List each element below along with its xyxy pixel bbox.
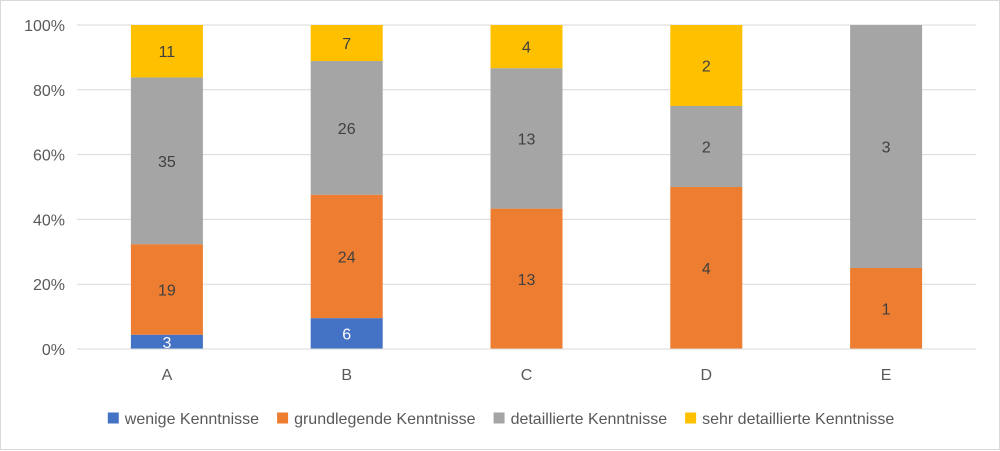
legend-label: sehr detaillierte Kenntnisse [702,411,894,428]
data-label: 7 [342,36,351,53]
data-label: 4 [522,40,531,57]
bar-segment [670,25,743,106]
data-label: 19 [158,282,176,299]
bar-segment [130,244,203,335]
bar-segment [310,61,383,195]
y-tick-label: 60% [33,148,65,165]
data-label: 13 [518,131,536,148]
bar-segment [130,334,203,349]
bars-layer [130,25,923,349]
bar-segment [310,318,383,349]
data-label: 13 [518,272,536,289]
bar-segment [670,106,743,187]
bar-segment [490,208,563,349]
legend-label: wenige Kenntnisse [124,411,259,428]
bar-segment [130,77,203,245]
x-tick-label: A [162,367,173,384]
bar-segment [670,187,743,349]
bar-segment [490,25,563,69]
y-tick-label: 20% [33,277,65,294]
axis-layer: 0% 20% 40% 60% 80% 100% A B C D E [24,18,976,384]
legend-swatch [277,412,289,424]
data-label: 4 [702,261,711,278]
data-label: 2 [702,59,711,76]
y-tick-label: 40% [33,212,65,229]
x-tick-label: E [881,367,892,384]
legend-swatch [107,412,119,424]
data-label: 35 [158,154,176,171]
bar-segment [850,268,923,349]
legend-layer: wenige Kenntnisse grundlegende Kenntnisse… [107,411,894,428]
data-label: 24 [338,249,356,266]
data-label: 3 [162,335,171,352]
legend-swatch [685,412,697,424]
data-label: 2 [702,140,711,157]
y-tick-label: 100% [24,18,65,35]
legend-swatch [493,412,505,424]
bar-segment [310,194,383,319]
bar-segment [850,25,923,268]
legend-label: grundlegende Kenntnisse [294,411,476,428]
data-label: 1 [882,302,891,319]
bar-segment [490,68,563,209]
data-label: 11 [159,44,176,61]
x-tick-label: B [341,367,352,384]
data-label: 26 [338,121,356,138]
y-tick-label: 80% [33,83,65,100]
legend-label: detaillierte Kenntnisse [511,411,668,428]
bar-segment [310,25,383,61]
y-tick-label: 0% [42,342,65,359]
data-label: 6 [342,327,351,344]
x-tick-label: C [521,367,533,384]
bar-segment [130,25,203,78]
data-label: 3 [882,140,891,157]
x-tick-label: D [701,367,713,384]
